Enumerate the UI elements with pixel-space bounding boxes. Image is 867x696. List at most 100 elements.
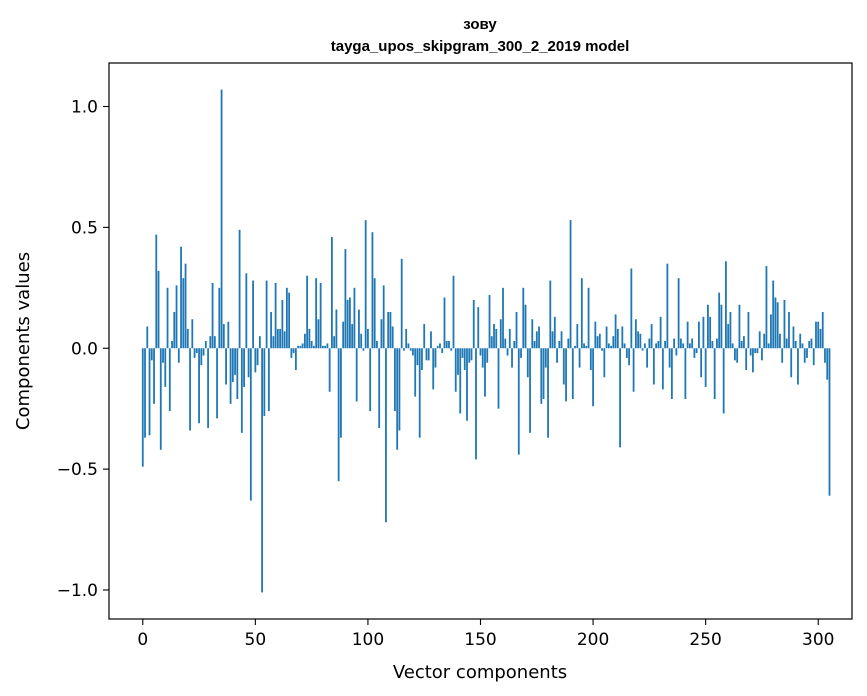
bar-210 <box>614 314 617 349</box>
bar-115 <box>400 258 403 349</box>
bar-293 <box>801 343 804 349</box>
bar-124 <box>421 348 423 371</box>
bar-9 <box>162 348 164 363</box>
bar-203 <box>598 333 601 349</box>
bar-291 <box>797 348 799 385</box>
bar-201 <box>594 321 597 349</box>
bar-222 <box>641 348 644 351</box>
bar-243 <box>688 343 691 349</box>
bar-131 <box>436 345 439 349</box>
bar-232 <box>664 341 667 349</box>
y-tick-label: −0.5 <box>57 460 98 480</box>
bar-5 <box>153 348 155 404</box>
bar-42 <box>236 348 239 400</box>
bar-161 <box>504 338 507 349</box>
bar-80 <box>321 345 324 349</box>
bar-49 <box>252 280 254 349</box>
y-axis-label: Components values <box>13 252 34 430</box>
bar-267 <box>743 336 745 349</box>
bar-54 <box>263 348 266 416</box>
bar-114 <box>398 348 401 431</box>
bar-159 <box>499 319 502 349</box>
bar-165 <box>513 341 516 349</box>
x-axis-label: Vector components <box>393 662 567 683</box>
bar-175 <box>535 331 538 349</box>
bar-233 <box>666 263 669 349</box>
bar-145 <box>468 348 471 363</box>
bar-1 <box>144 348 146 438</box>
bar-113 <box>396 348 399 450</box>
bar-234 <box>668 348 671 368</box>
bar-261 <box>729 311 732 349</box>
bar-227 <box>652 348 655 385</box>
bar-273 <box>756 348 759 354</box>
bar-209 <box>612 336 615 349</box>
bar-272 <box>754 348 757 354</box>
bar-214 <box>623 343 626 349</box>
bar-155 <box>490 336 493 349</box>
bar-204 <box>601 348 603 351</box>
bar-63 <box>283 331 286 349</box>
bar-120 <box>412 348 414 356</box>
bar-177 <box>540 348 543 404</box>
bar-29 <box>207 348 209 429</box>
bar-21 <box>189 348 191 431</box>
bar-246 <box>695 348 698 354</box>
bar-156 <box>493 324 495 349</box>
bar-229 <box>657 341 660 349</box>
bar-69 <box>297 345 300 349</box>
x-tick-label: 50 <box>245 630 267 650</box>
bar-153 <box>486 348 489 363</box>
bar-58 <box>272 336 275 349</box>
bar-270 <box>749 348 752 356</box>
bar-38 <box>227 321 230 349</box>
bar-287 <box>788 311 790 349</box>
bar-303 <box>824 348 826 363</box>
bar-262 <box>731 343 734 349</box>
bar-168 <box>520 348 522 358</box>
bar-151 <box>481 348 484 368</box>
bar-57 <box>270 311 273 349</box>
bar-112 <box>394 348 396 412</box>
bar-55 <box>265 280 268 349</box>
bar-149 <box>477 307 480 349</box>
bar-87 <box>337 348 340 482</box>
bar-164 <box>511 348 513 368</box>
bar-127 <box>427 348 430 361</box>
bar-60 <box>276 328 279 349</box>
bar-144 <box>466 348 468 421</box>
bar-35 <box>220 89 223 349</box>
bar-88 <box>340 348 342 438</box>
bar-37 <box>225 348 227 385</box>
bar-93 <box>351 324 354 349</box>
bar-290 <box>794 341 797 349</box>
bar-304 <box>826 348 829 380</box>
bar-53 <box>261 348 263 593</box>
x-tick-label: 0 <box>137 630 148 650</box>
bar-258 <box>722 348 725 414</box>
bar-133 <box>441 348 444 354</box>
bar-103 <box>373 278 376 349</box>
bar-191 <box>571 348 574 400</box>
bar-282 <box>776 302 779 349</box>
bar-180 <box>547 348 549 438</box>
bar-190 <box>569 220 572 349</box>
bar-56 <box>267 348 270 412</box>
bar-2 <box>146 326 149 349</box>
bar-202 <box>596 336 599 349</box>
bar-285 <box>783 299 786 349</box>
bar-23 <box>193 348 196 358</box>
bar-85 <box>333 336 336 349</box>
bar-171 <box>526 348 529 378</box>
y-tick-label: 0.5 <box>71 218 98 238</box>
bar-81 <box>324 345 327 349</box>
bar-147 <box>472 299 475 349</box>
y-tick-label: 1.0 <box>71 98 98 118</box>
bar-89 <box>342 321 345 349</box>
bar-248 <box>700 348 703 378</box>
bar-263 <box>734 348 736 361</box>
bar-26 <box>200 348 203 366</box>
bar-251 <box>707 304 709 349</box>
bar-142 <box>461 348 464 358</box>
bar-160 <box>502 287 504 349</box>
